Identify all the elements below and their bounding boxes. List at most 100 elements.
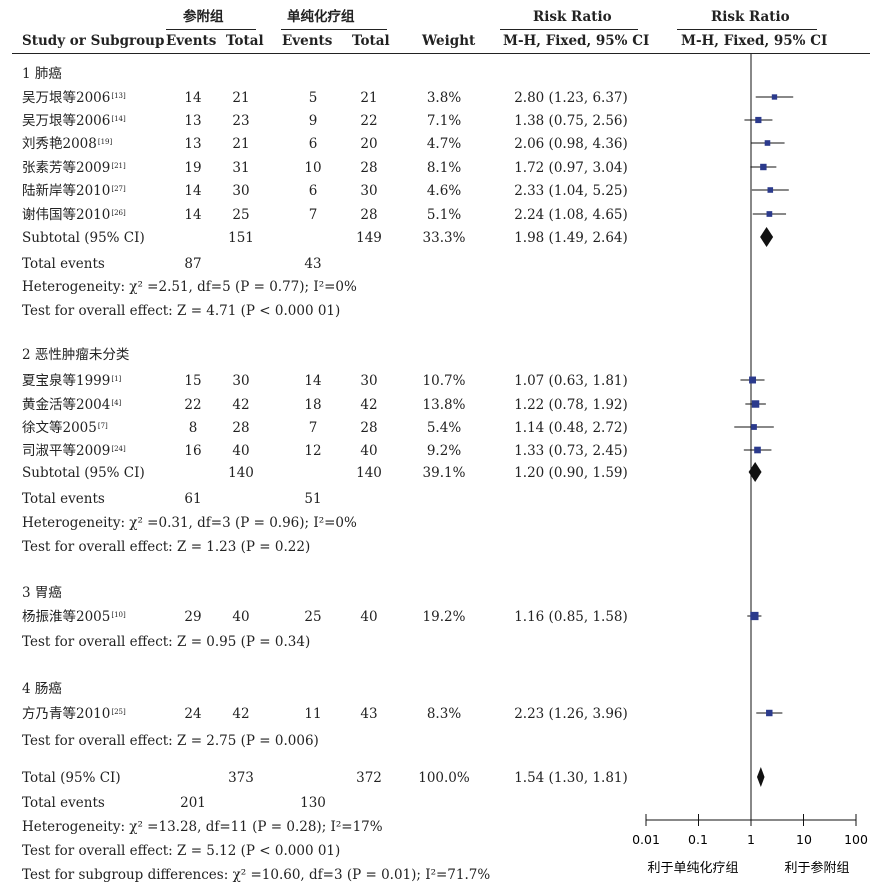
plot-risk-ratio-header: Risk Ratio [711, 9, 790, 25]
header-bottom-rule [12, 53, 870, 54]
method-column-header: M-H, Fixed, 95% CI [503, 33, 650, 49]
study-point-estimate [751, 400, 760, 408]
total-1: 21 [232, 90, 250, 106]
tick-label: 100 [844, 832, 868, 847]
study-point-estimate [771, 94, 778, 100]
risk-ratio-ci: 1.22 (0.78, 1.92) [514, 397, 628, 413]
study-name: 谢伟国等2010[26] [22, 207, 126, 223]
total-1: 31 [232, 160, 250, 176]
events-1: 13 [184, 113, 202, 129]
pooled-diamond [756, 767, 765, 787]
group2-header: 单纯化疗组 [287, 9, 355, 25]
subgroup-3-title: 3 胃癌 [22, 585, 62, 601]
risk-ratio-ci: 1.14 (0.48, 2.72) [514, 420, 628, 436]
weight: 5.4% [426, 420, 462, 436]
pooled-diamond [760, 227, 774, 247]
risk-ratio-ci: 1.98 (1.49, 2.64) [514, 230, 628, 246]
study-name: 徐文等2005[7] [22, 420, 108, 436]
total-1: 25 [232, 207, 250, 223]
total-2: 30 [360, 183, 378, 199]
events-1: 16 [184, 443, 202, 459]
events-2: 9 [308, 113, 318, 129]
study-point-estimate [766, 709, 773, 717]
study-point-estimate [749, 376, 757, 384]
events-1: 87 [184, 256, 202, 272]
tick-label: 1 [747, 832, 755, 847]
weight: 33.3% [422, 230, 466, 246]
overall-effect-text: Test for overall effect: Z = 1.23 (P = 0… [22, 539, 311, 555]
total-2: 42 [360, 397, 378, 413]
study-name: 吴万垠等2006[13] [22, 90, 126, 106]
total-2: 22 [360, 113, 378, 129]
events2-column-header: Events [282, 33, 333, 49]
study-point-estimate [766, 211, 773, 217]
weight: 7.1% [426, 113, 462, 129]
risk-ratio-ci: 2.33 (1.04, 5.25) [514, 183, 628, 199]
total-events-label: Total events [22, 256, 105, 272]
favours-left-label: 利于单纯化疗组 [647, 861, 738, 876]
events-2: 12 [304, 443, 322, 459]
study-point-estimate [760, 163, 767, 171]
weight: 10.7% [422, 373, 466, 389]
events-2: 14 [304, 373, 322, 389]
total-2: 372 [356, 770, 382, 786]
group2-header-rule [281, 29, 387, 30]
risk-ratio-ci: 1.38 (0.75, 2.56) [514, 113, 628, 129]
events-1: 201 [180, 795, 206, 811]
subgroup-1-title: 1 肺癌 [22, 66, 62, 82]
study-point-estimate [754, 446, 761, 454]
events-1: 8 [188, 420, 198, 436]
events-1: 14 [184, 183, 202, 199]
events-2: 5 [308, 90, 318, 106]
weight: 19.2% [422, 609, 466, 625]
weight: 8.3% [426, 706, 462, 722]
total-2: 20 [360, 136, 378, 152]
total-1: 40 [232, 443, 250, 459]
risk-ratio-ci: 1.54 (1.30, 1.81) [514, 770, 628, 786]
total-2: 40 [360, 443, 378, 459]
study-name: 吴万垠等2006[14] [22, 113, 126, 129]
favours-right-label: 利于参附组 [784, 860, 849, 876]
total-1: 42 [232, 706, 250, 722]
risk-ratio-header: Risk Ratio [533, 9, 612, 25]
events-1: 15 [184, 373, 202, 389]
overall-effect-text: Test for overall effect: Z = 5.12 (P < 0… [22, 843, 341, 859]
overall-effect-text: Test for overall effect: Z = 0.95 (P = 0… [22, 634, 311, 650]
events-2: 51 [304, 491, 322, 507]
study-name: 张素芳等2009[21] [22, 160, 126, 176]
risk-ratio-ci: 1.20 (0.90, 1.59) [514, 465, 628, 481]
subgroup-2-title: 2 恶性肿瘤未分类 [22, 347, 130, 363]
study-point-estimate [764, 140, 771, 146]
events-2: 6 [308, 183, 318, 199]
weight: 5.1% [426, 207, 462, 223]
total-events-label: Total events [22, 795, 105, 811]
plot-method-column-header: M-H, Fixed, 95% CI [681, 33, 828, 49]
weight: 100.0% [418, 770, 470, 786]
overall-effect-text: Test for overall effect: Z = 2.75 (P = 0… [22, 733, 319, 749]
weight: 13.8% [422, 397, 466, 413]
total-1: 373 [228, 770, 254, 786]
total-1: 42 [232, 397, 250, 413]
study-name: 司淑平等2009[24] [22, 443, 126, 459]
events-2: 11 [304, 706, 322, 722]
total-1: 40 [232, 609, 250, 625]
plot-header-rule [677, 29, 817, 30]
events-2: 18 [304, 397, 322, 413]
risk-ratio-ci: 2.23 (1.26, 3.96) [514, 706, 628, 722]
weight: 8.1% [426, 160, 462, 176]
risk-ratio-ci: 2.06 (0.98, 4.36) [514, 136, 628, 152]
total-2: 40 [360, 609, 378, 625]
total-2: 28 [360, 420, 378, 436]
total-2: 149 [356, 230, 382, 246]
risk-ratio-ci: 1.72 (0.97, 3.04) [514, 160, 628, 176]
heterogeneity-text: Heterogeneity: χ² =13.28, df=11 (P = 0.2… [22, 819, 383, 835]
tick-label: 10 [796, 832, 812, 847]
events-2: 25 [304, 609, 322, 625]
total-events-label: Total events [22, 491, 105, 507]
total-1: 21 [232, 136, 250, 152]
total2-column-header: Total [352, 33, 390, 49]
risk-ratio-ci: 2.24 (1.08, 4.65) [514, 207, 628, 223]
weight-column-header: Weight [422, 33, 476, 49]
events1-column-header: Events [166, 33, 217, 49]
events-1: 61 [184, 491, 202, 507]
